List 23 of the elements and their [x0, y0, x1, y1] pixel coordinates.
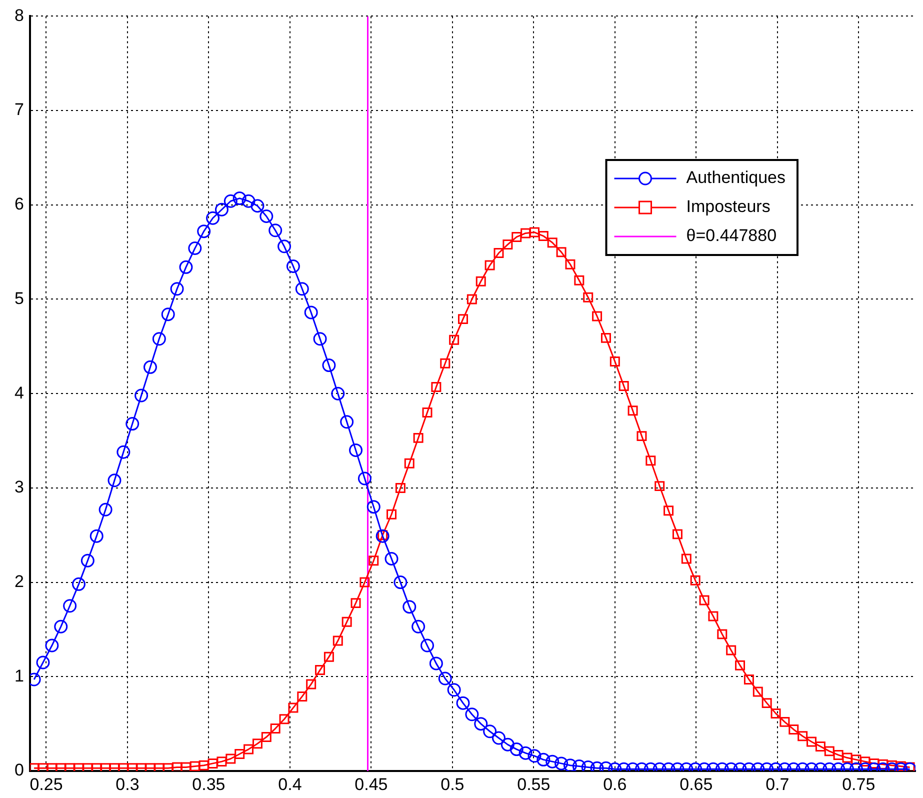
x-tick-label: 0.7 — [766, 774, 790, 794]
x-tick-label: 0.5 — [440, 774, 464, 794]
y-tick-label: 1 — [14, 666, 24, 686]
x-tick-label: 0.3 — [116, 774, 140, 794]
x-tick-label: 0.6 — [603, 774, 627, 794]
y-tick-label: 0 — [14, 760, 24, 780]
x-tick-label: 0.25 — [30, 774, 63, 794]
x-tick-label: 0.35 — [192, 774, 226, 794]
y-tick-label: 2 — [14, 572, 24, 591]
x-tick-label: 0.55 — [517, 774, 550, 794]
y-tick-label: 5 — [14, 288, 24, 308]
y-tick-label: 8 — [14, 6, 24, 25]
legend-label: Authentiques — [686, 168, 786, 188]
legend-label: θ=0.447880 — [686, 226, 777, 246]
x-tick-label: 0.65 — [680, 774, 713, 794]
y-tick-label: 4 — [14, 383, 24, 402]
x-tick-label: 0.45 — [354, 774, 388, 794]
y-tick-label: 7 — [14, 100, 24, 120]
x-tick-label: 0.4 — [278, 774, 302, 794]
y-tick-label: 3 — [14, 478, 24, 497]
legend-label: Imposteurs — [686, 197, 770, 216]
y-tick-label: 6 — [14, 194, 24, 214]
x-tick-label: 0.75 — [842, 774, 876, 794]
